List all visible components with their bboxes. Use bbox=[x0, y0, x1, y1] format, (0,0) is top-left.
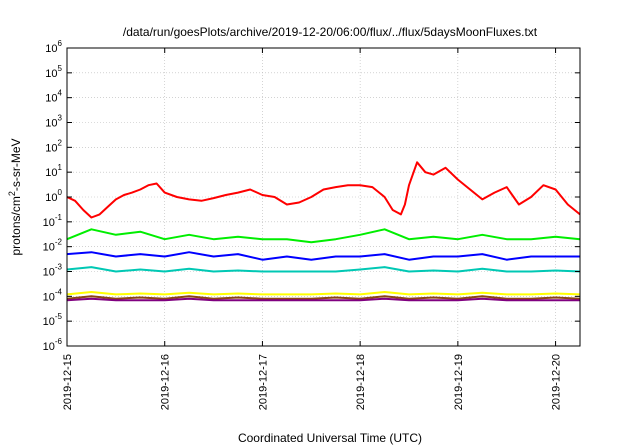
y-axis-label-sup: 2 bbox=[7, 191, 17, 196]
y-tick-label: 10-1 bbox=[43, 213, 63, 229]
y-tick-label: 10-6 bbox=[43, 337, 63, 353]
y-tick-label: 105 bbox=[45, 64, 62, 80]
y-tick-label: 101 bbox=[45, 163, 62, 179]
y-tick-label-base: 10 bbox=[43, 242, 55, 254]
y-tick-label-base: 10 bbox=[43, 316, 55, 328]
y-tick-label-exp: 1 bbox=[58, 163, 63, 172]
y-tick-label: 10-3 bbox=[43, 263, 63, 279]
series-group bbox=[66, 161, 581, 302]
y-axis-label: protons/cm2-s-sr-MeV bbox=[7, 138, 23, 255]
y-tick-label: 102 bbox=[45, 138, 62, 154]
y-tick-label-exp: 5 bbox=[58, 64, 63, 73]
y-tick-label: 104 bbox=[45, 89, 62, 105]
y-tick-label-base: 10 bbox=[43, 291, 55, 303]
x-tick-label: 2019-12-15 bbox=[62, 354, 74, 410]
y-tick-label-base: 10 bbox=[45, 118, 57, 130]
x-tick-label: 2019-12-19 bbox=[453, 354, 465, 410]
y-tick-label-exp: -2 bbox=[55, 238, 63, 247]
y-tick-label-exp: 4 bbox=[58, 89, 63, 98]
y-tick-label-exp: -6 bbox=[55, 337, 63, 346]
series-line-5 bbox=[66, 295, 581, 300]
y-tick-label-base: 10 bbox=[45, 167, 57, 179]
y-axis: 10-610-510-410-310-210-11001011021031041… bbox=[43, 39, 580, 353]
series-line-6 bbox=[66, 297, 580, 302]
y-tick-label-exp: 6 bbox=[58, 39, 63, 48]
series-line-3 bbox=[66, 266, 581, 273]
y-tick-label: 10-2 bbox=[43, 238, 63, 254]
x-tick-label: 2019-12-17 bbox=[257, 354, 269, 410]
y-tick-label-base: 10 bbox=[45, 192, 57, 204]
y-tick-label-exp: -4 bbox=[55, 287, 63, 296]
y-tick-label-base: 10 bbox=[43, 217, 55, 229]
y-tick-label: 103 bbox=[45, 114, 62, 130]
x-tick-label: 2019-12-20 bbox=[551, 354, 563, 410]
series-line-1 bbox=[66, 228, 581, 244]
y-tick-label-exp: -1 bbox=[55, 213, 63, 222]
y-tick-label: 10-4 bbox=[43, 287, 63, 303]
y-tick-label-base: 10 bbox=[45, 68, 57, 80]
y-tick-label: 10-5 bbox=[43, 312, 63, 328]
y-tick-label-base: 10 bbox=[43, 341, 55, 353]
series-line-0 bbox=[66, 161, 581, 219]
series-line-2 bbox=[66, 251, 580, 261]
y-axis-label-rest: -s-sr-MeV bbox=[9, 138, 23, 191]
plot-frame bbox=[66, 47, 581, 347]
y-tick-label-base: 10 bbox=[43, 267, 55, 279]
x-axis: 2019-12-15 2019-12-16 2019-12-17 2019-12-18… bbox=[62, 48, 563, 410]
y-tick-label-base: 10 bbox=[45, 93, 57, 105]
y-tick-label-exp: 0 bbox=[58, 188, 63, 197]
y-axis-label-base: protons/cm bbox=[9, 196, 23, 255]
y-tick-label-exp: -5 bbox=[55, 312, 63, 321]
y-tick-label: 100 bbox=[45, 188, 62, 204]
x-tick-label: 2019-12-16 bbox=[160, 354, 172, 410]
chart-title: /data/run/goesPlots/archive/2019-12-20/0… bbox=[123, 25, 538, 39]
y-tick-label-base: 10 bbox=[45, 43, 57, 55]
x-tick-label: 2019-12-18 bbox=[355, 354, 367, 410]
y-tick-label-base: 10 bbox=[45, 142, 57, 154]
series-line-4 bbox=[66, 291, 581, 296]
x-axis-label: Coordinated Universal Time (UTC) bbox=[238, 431, 422, 445]
y-tick-label-exp: 2 bbox=[58, 138, 63, 147]
y-tick-label-exp: 3 bbox=[58, 114, 63, 123]
y-tick-label-exp: -3 bbox=[55, 263, 63, 272]
y-tick-label: 106 bbox=[45, 39, 62, 55]
grid bbox=[66, 47, 580, 347]
